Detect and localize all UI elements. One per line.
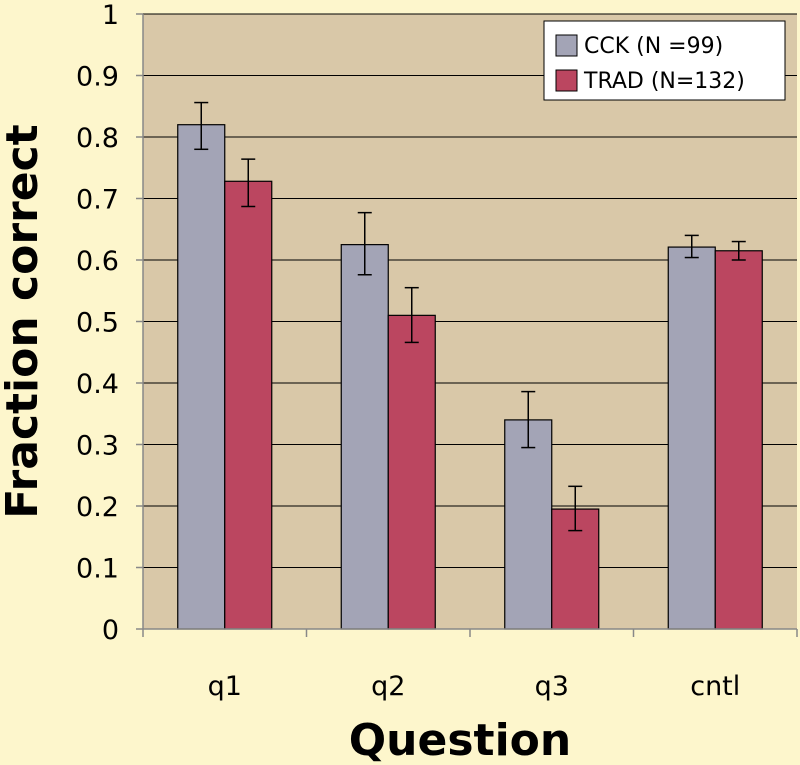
y-tick-label: 0.3: [76, 431, 119, 462]
bar: [177, 124, 226, 630]
x-tick-label: cntl: [690, 671, 740, 702]
y-tick-label: 0.5: [76, 308, 119, 339]
axes: [136, 13, 798, 637]
y-tick-label: 0: [102, 615, 119, 646]
y-tick-label: 0.2: [76, 492, 119, 523]
y-tick-label: 0.6: [76, 246, 119, 277]
x-tick-label: q2: [371, 671, 405, 702]
legend-box: [543, 20, 786, 101]
y-axis-label: Fraction correct: [0, 124, 48, 518]
bar: [667, 246, 716, 630]
x-axis-label: Question: [349, 715, 571, 765]
x-tick-label: q3: [535, 671, 569, 702]
y-tick-label: 0.4: [76, 369, 119, 400]
bar: [340, 244, 389, 630]
bar: [224, 180, 273, 630]
legend-label: CCK (N =99): [584, 34, 723, 59]
legend-swatch: [555, 34, 578, 57]
bar: [714, 250, 763, 630]
y-tick-label: 0.8: [76, 123, 119, 154]
legend-swatch: [555, 69, 578, 92]
error-bars: [194, 101, 746, 532]
y-tick-label: 1: [102, 0, 119, 31]
x-tick-labels: q1 q2 q3 cntl: [208, 671, 741, 702]
bars: [177, 124, 763, 630]
legend: CCK (N =99) TRAD (N=132): [543, 20, 786, 101]
bar: [387, 314, 436, 630]
x-tick-label: q1: [208, 671, 242, 702]
y-tick-label: 0.7: [76, 185, 119, 216]
y-tick-label: 0.9: [76, 62, 119, 93]
y-tick-label: 0.1: [76, 554, 119, 585]
bar: [504, 419, 553, 630]
y-tick-labels: 0 0.1 0.2 0.3 0.4 0.5 0.6 0.7 0.8 0.9 1: [76, 0, 119, 646]
legend-label: TRAD (N=132): [583, 69, 745, 94]
